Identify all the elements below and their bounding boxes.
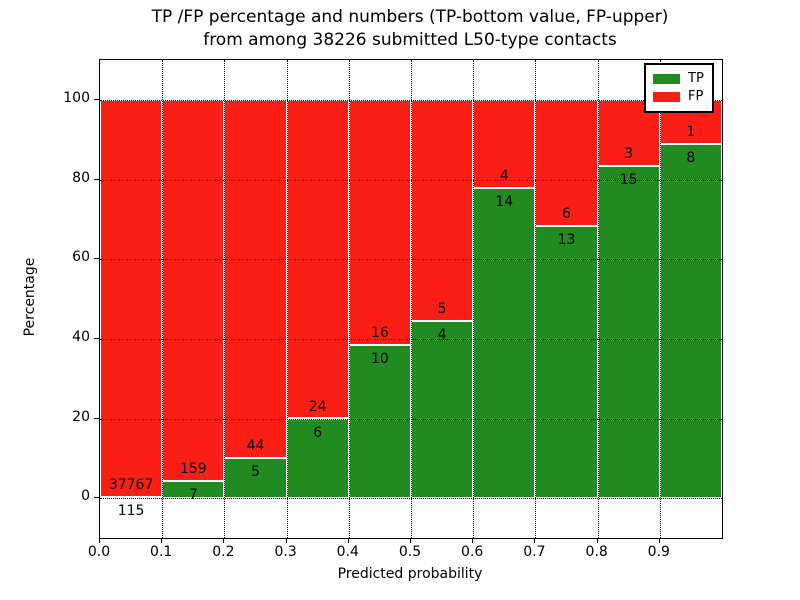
y-tick-label: 40 bbox=[72, 328, 90, 345]
legend-row-tp: TP bbox=[653, 71, 705, 86]
x-tick-mark bbox=[472, 538, 474, 543]
bar-segment-tp bbox=[411, 321, 474, 499]
x-tick-mark bbox=[161, 538, 163, 543]
tp-count-annotation: 14 bbox=[495, 194, 514, 211]
x-tick-label: 0.9 bbox=[647, 544, 670, 560]
bar-segment-fp bbox=[411, 99, 474, 322]
vertical-gridline bbox=[224, 60, 226, 538]
vertical-gridline bbox=[597, 60, 599, 538]
tp-count-annotation: 15 bbox=[619, 172, 638, 189]
fp-count-annotation: 5 bbox=[437, 301, 447, 318]
legend-label-fp: FP bbox=[688, 89, 704, 104]
fp-count-annotation: 44 bbox=[246, 437, 265, 454]
fp-swatch-icon bbox=[653, 91, 680, 102]
x-tick-mark bbox=[534, 538, 536, 543]
fp-count-annotation: 24 bbox=[308, 398, 327, 415]
x-tick-label: 0.1 bbox=[150, 544, 173, 560]
y-tick-mark bbox=[94, 497, 99, 499]
y-tick-mark bbox=[94, 258, 99, 260]
x-tick-mark bbox=[410, 538, 411, 543]
x-tick-label: 0.8 bbox=[585, 544, 608, 560]
y-tick-label: 80 bbox=[72, 169, 90, 186]
tp-count-annotation: 13 bbox=[557, 231, 576, 248]
bar-segment-tp bbox=[286, 418, 349, 499]
x-axis-label: Predicted probability bbox=[337, 566, 483, 582]
vertical-gridline bbox=[286, 60, 288, 538]
y-tick-mark bbox=[94, 337, 99, 339]
tp-count-annotation: 8 bbox=[686, 150, 696, 167]
fp-count-annotation: 3 bbox=[624, 146, 634, 163]
plot-area: 37767 115 159 7 44 5 24 6 16 10 5 4 4 14 6 13 3 15 1 8 bbox=[99, 59, 723, 539]
y-tick-label: 0 bbox=[81, 488, 90, 505]
fp-count-annotation: 6 bbox=[562, 205, 571, 222]
chart-title-line2: from among 38226 submitted L50-type cont… bbox=[203, 30, 617, 50]
bar-segment-tp bbox=[348, 344, 411, 499]
x-tick-label: 0.2 bbox=[212, 544, 235, 560]
x-tick-mark bbox=[223, 538, 225, 543]
x-tick-label: 0.0 bbox=[87, 544, 111, 560]
vertical-gridline bbox=[348, 60, 350, 538]
x-tick-mark bbox=[99, 538, 100, 543]
tp-count-annotation: 10 bbox=[370, 350, 389, 367]
bar-segment-tp bbox=[224, 457, 287, 499]
legend: TP FP bbox=[644, 63, 714, 113]
bar-segment-tp bbox=[535, 225, 598, 499]
fp-count-annotation: 159 bbox=[179, 461, 207, 478]
x-tick-mark bbox=[658, 538, 660, 543]
vertical-gridline bbox=[473, 60, 475, 538]
x-tick-mark bbox=[347, 538, 349, 543]
y-tick-label: 100 bbox=[63, 89, 90, 106]
bar-segment-fp bbox=[100, 99, 163, 497]
y-axis-label: Percentage bbox=[22, 257, 38, 337]
bar-segment-tp bbox=[597, 166, 660, 499]
bar-segment-tp bbox=[659, 144, 722, 499]
tp-count-annotation: 6 bbox=[313, 424, 323, 441]
tp-count-annotation: 115 bbox=[117, 502, 145, 519]
x-tick-mark bbox=[285, 538, 287, 543]
vertical-gridline bbox=[659, 60, 661, 538]
legend-label-tp: TP bbox=[688, 71, 704, 86]
fp-count-annotation: 1 bbox=[686, 124, 696, 141]
chart-title-line1: TP /FP percentage and numbers (TP-bottom… bbox=[151, 7, 669, 27]
x-tick-mark bbox=[596, 538, 598, 543]
x-tick-label: 0.5 bbox=[398, 544, 422, 560]
tp-count-annotation: 5 bbox=[251, 463, 260, 480]
y-tick-mark bbox=[94, 417, 99, 419]
vertical-gridline bbox=[411, 60, 412, 538]
y-tick-mark bbox=[94, 98, 99, 100]
y-tick-mark bbox=[94, 178, 99, 180]
vertical-gridline bbox=[535, 60, 537, 538]
tp-swatch-icon bbox=[653, 73, 680, 84]
x-tick-label: 0.3 bbox=[274, 544, 297, 560]
bar-segment-fp bbox=[224, 99, 287, 458]
chart-title: TP /FP percentage and numbers (TP-bottom… bbox=[99, 6, 721, 52]
x-tick-label: 0.7 bbox=[523, 544, 546, 560]
legend-row-fp: FP bbox=[653, 89, 705, 104]
bar-segment-fp bbox=[162, 99, 225, 482]
x-tick-label: 0.4 bbox=[336, 544, 359, 560]
x-tick-label: 0.6 bbox=[461, 544, 484, 560]
y-tick-label: 20 bbox=[72, 408, 90, 425]
tp-count-annotation: 7 bbox=[188, 487, 198, 504]
fp-count-annotation: 37767 bbox=[108, 476, 154, 493]
fp-count-annotation: 16 bbox=[370, 324, 389, 341]
y-tick-label: 60 bbox=[72, 249, 90, 266]
vertical-gridline bbox=[162, 60, 164, 538]
bar-segment-fp bbox=[348, 99, 411, 345]
fp-count-annotation: 4 bbox=[499, 168, 509, 185]
tp-count-annotation: 4 bbox=[437, 327, 447, 344]
bar-segment-tp bbox=[473, 188, 536, 499]
